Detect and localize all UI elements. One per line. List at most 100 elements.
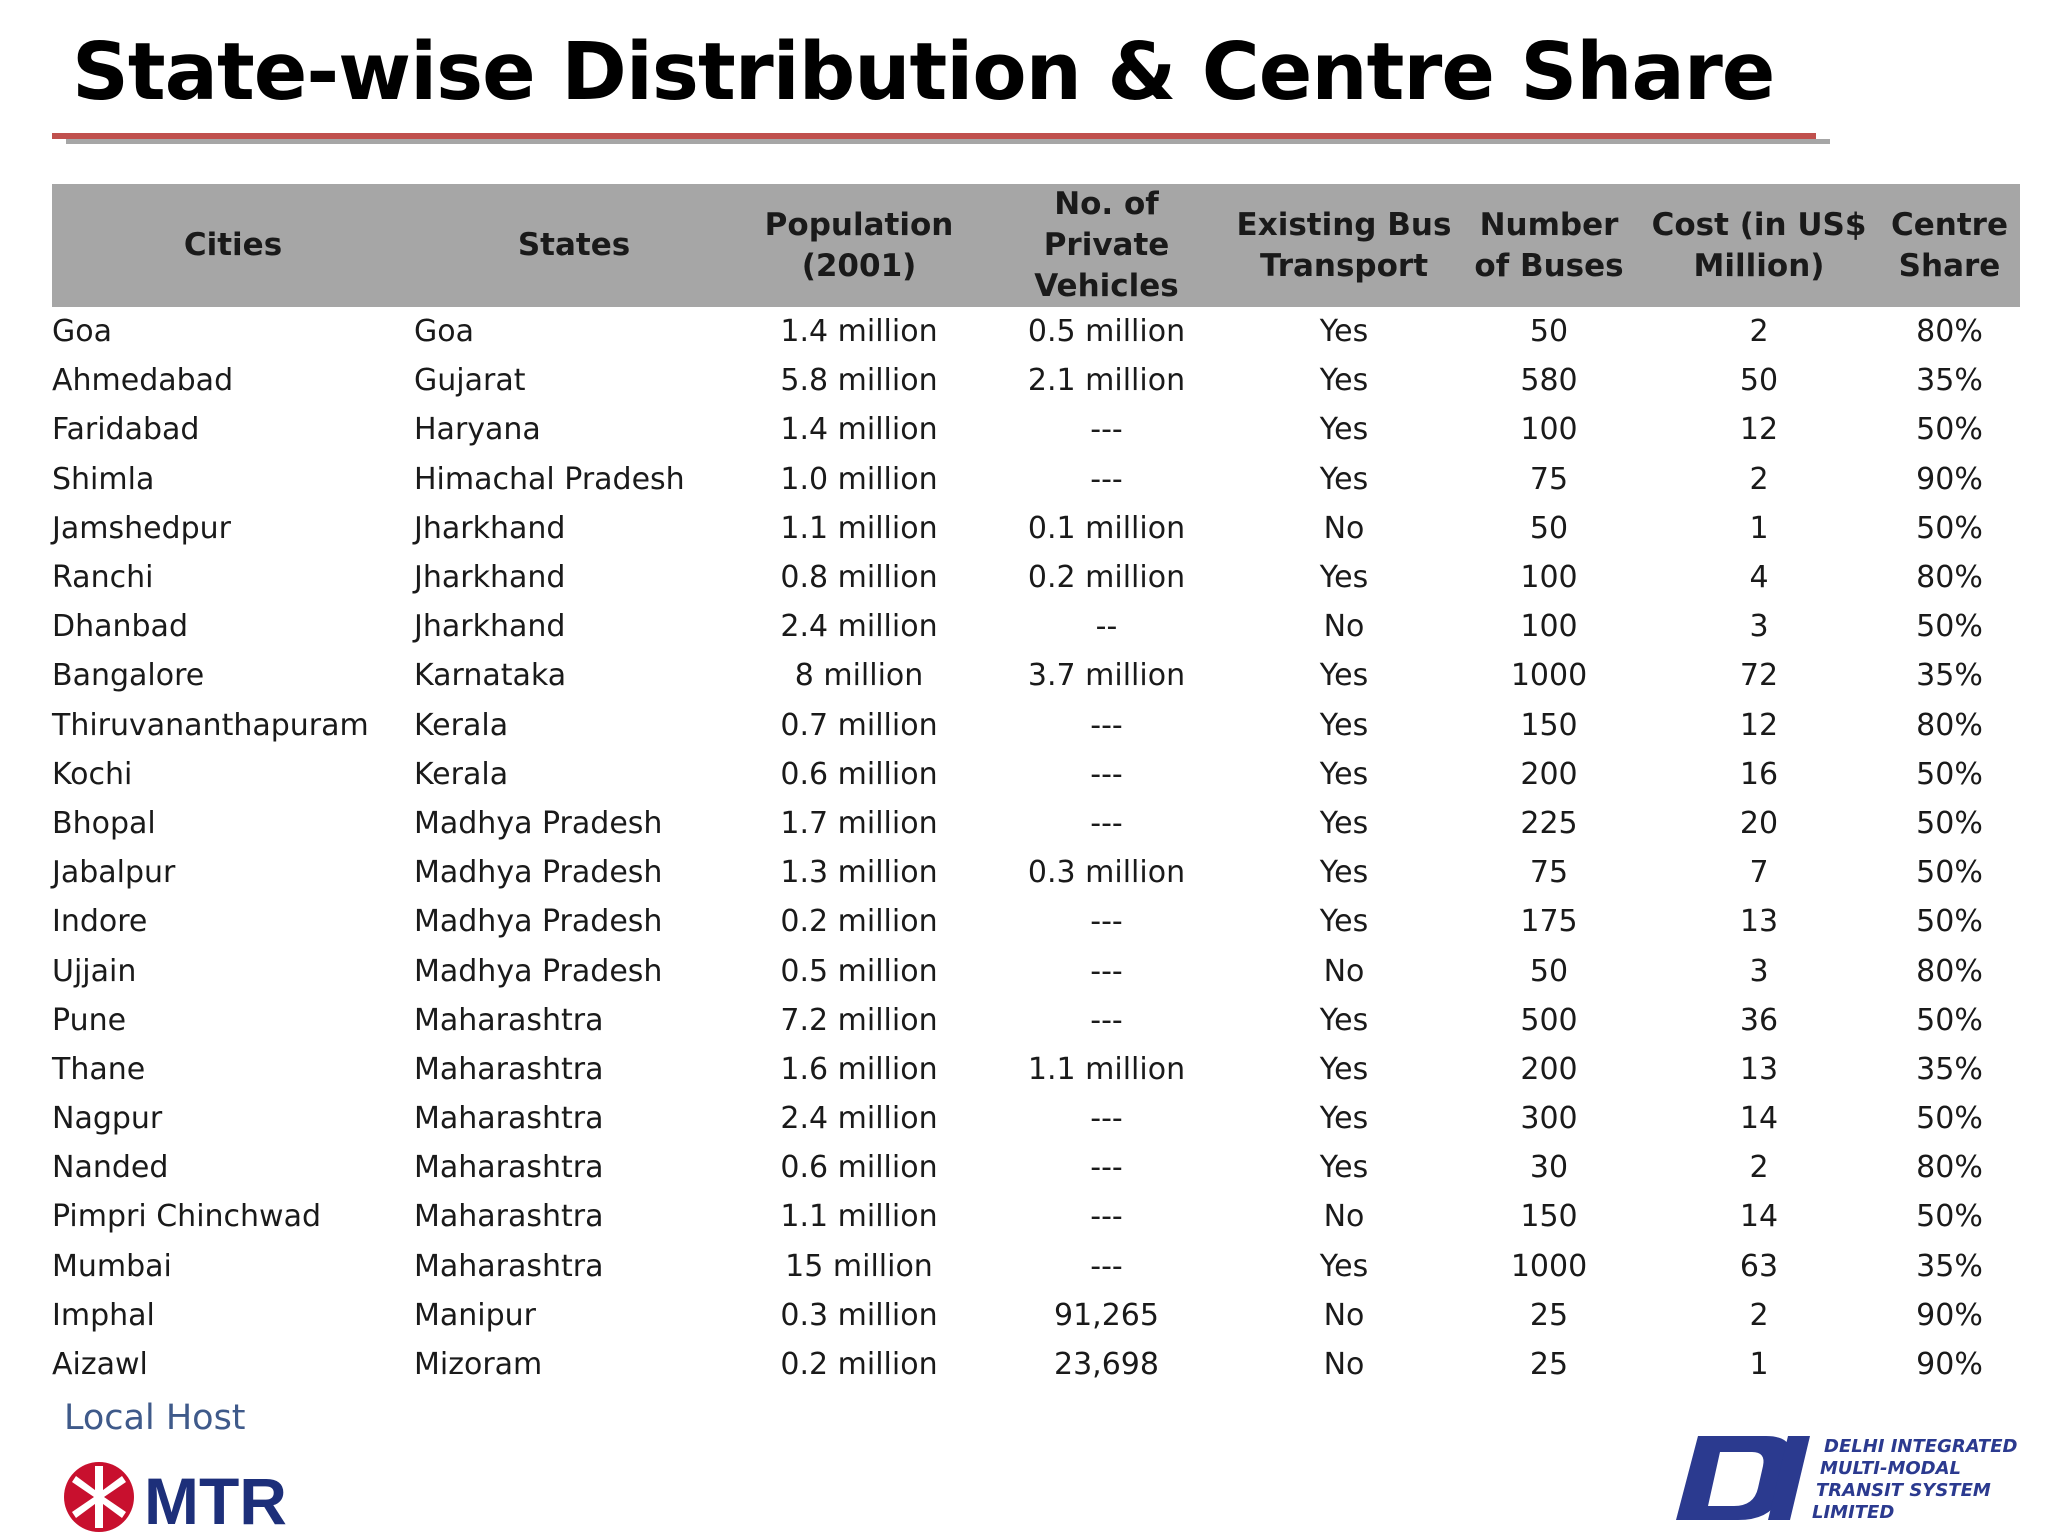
centre-share-cell: 50% [1916,855,1983,891]
city-cell: Bangalore [52,658,205,694]
state-cell: Maharashtra [414,1002,604,1038]
private-vehicles-cell: 2.1 million [1027,363,1186,399]
population-cell: 0.6 million [780,756,938,792]
bus-transport-cell: Yes [1319,1002,1369,1038]
table-row: Jamshedpur Jharkhand 1.1 million 0.1 millio… [52,504,2020,553]
centre-share-cell: 80% [1916,1150,1983,1186]
bus-transport-cell: No [1323,1199,1365,1235]
cost-cell: 2 [1749,314,1769,350]
city-cell: Mumbai [52,1248,172,1284]
number-of-buses-cell: 200 [1520,1051,1578,1087]
centre-share-cell: 35% [1916,363,1983,399]
population-cell: 0.2 million [780,904,938,940]
centre-share-cell: 50% [1916,756,1983,792]
state-cell: Kerala [414,756,509,792]
centre-share-cell: 50% [1916,805,1983,841]
private-vehicles-cell: 0.3 million [1027,855,1186,891]
city-cell: Ranchi [52,560,154,596]
table-row: Ujjain Madhya Pradesh 0.5 million --- No 50 3 8… [52,946,2020,995]
cost-cell: 3 [1749,609,1769,645]
dimts-logo-d-inner [1708,1452,1764,1506]
header-cost: Cost (in US$ Million) [1651,206,1867,284]
distribution-table: Cities States Population (2001) No. of P… [52,184,2020,1389]
population-cell: 1.4 million [780,412,938,448]
header-centre-share: Centre Share [1891,206,2008,284]
city-cell: Pimpri Chinchwad [52,1199,322,1235]
cost-cell: 2 [1749,1297,1769,1333]
mtr-logo-mark [72,1466,126,1528]
centre-share-cell: 50% [1916,609,1983,645]
table-row: Faridabad Haryana 1.4 million --- Yes 100 12 50… [52,405,2020,454]
cost-cell: 20 [1739,805,1779,841]
city-cell: Faridabad [52,412,200,448]
population-cell: 7.2 million [780,1002,938,1038]
private-vehicles-cell: 23,698 [1054,1347,1159,1383]
cost-cell: 1 [1749,510,1769,546]
state-cell: Jharkhand [414,609,566,645]
number-of-buses-cell: 200 [1520,756,1578,792]
cost-cell: 14 [1739,1101,1779,1137]
number-of-buses-cell: 225 [1520,805,1578,841]
state-cell: Mizoram [414,1347,543,1383]
state-cell: Karnataka [414,658,567,694]
local-host-label: Local Host [64,1398,246,1438]
table-row: Shimla Himachal Pradesh 1.0 million --- Yes 7… [52,455,2020,504]
cost-cell: 1 [1749,1347,1769,1383]
state-cell: Gujarat [414,363,526,399]
dimts-line-1: DELHI INTEGRATED [1824,1436,2017,1457]
centre-share-cell: 80% [1916,707,1983,743]
population-cell: 2.4 million [780,609,938,645]
private-vehicles-cell: 91,265 [1054,1297,1159,1333]
mtr-logo-text: MTR [144,1464,287,1534]
cost-cell: 50 [1739,363,1779,399]
header-private-vehicles: No. of Private Vehicles [1034,186,1179,304]
population-cell: 1.4 million [780,314,938,350]
cost-cell: 12 [1739,412,1779,448]
private-vehicles-cell: 0.5 million [1027,314,1186,350]
number-of-buses-cell: 150 [1520,707,1578,743]
cost-cell: 2 [1749,461,1769,497]
private-vehicles-cell: 0.1 million [1027,510,1186,546]
population-cell: 5.8 million [780,363,938,399]
state-cell: Maharashtra [414,1199,604,1235]
number-of-buses-cell: 500 [1520,1002,1578,1038]
bus-transport-cell: Yes [1319,363,1369,399]
centre-share-cell: 90% [1916,1347,1983,1383]
table-row: Dhanbad Jharkhand 2.4 million -- No 100 3 50% [52,602,2020,651]
centre-share-cell: 90% [1916,461,1983,497]
bus-transport-cell: Yes [1319,1101,1369,1137]
state-cell: Madhya Pradesh [414,904,663,940]
bus-transport-cell: Yes [1319,1150,1369,1186]
centre-share-cell: 50% [1916,412,1983,448]
header-states: States [517,227,631,263]
number-of-buses-cell: 50 [1529,314,1569,350]
centre-share-cell: 80% [1916,953,1983,989]
number-of-buses-cell: 100 [1520,560,1578,596]
number-of-buses-cell: 25 [1529,1347,1569,1383]
title-rule-red [52,133,1816,139]
mtr-logo-icon: MTR [64,1462,287,1534]
table-row: Nagpur Maharashtra 2.4 million --- Yes 300 14 5… [52,1094,2020,1143]
cost-cell: 14 [1739,1199,1779,1235]
city-cell: Shimla [52,461,155,497]
number-of-buses-cell: 25 [1529,1297,1569,1333]
table-row: Ahmedabad Gujarat 5.8 million 2.1 million Ye… [52,356,2020,405]
private-vehicles-cell: --- [1090,953,1123,989]
bus-transport-cell: Yes [1319,461,1369,497]
table-row: Bangalore Karnataka 8 million 3.7 million Ye… [52,651,2020,700]
state-cell: Goa [414,314,474,350]
population-cell: 0.7 million [780,707,938,743]
centre-share-cell: 90% [1916,1297,1983,1333]
number-of-buses-cell: 50 [1529,953,1569,989]
bus-transport-cell: Yes [1319,314,1369,350]
cost-cell: 2 [1749,1150,1769,1186]
table-row: Imphal Manipur 0.3 million 91,265 No 25 2 90% [52,1291,2020,1340]
bus-transport-cell: Yes [1319,904,1369,940]
city-cell: Ahmedabad [52,363,234,399]
header-number-of-buses: Number of Buses [1474,206,1624,284]
number-of-buses-cell: 580 [1520,363,1578,399]
private-vehicles-cell: 3.7 million [1027,658,1186,694]
centre-share-cell: 50% [1916,1199,1983,1235]
private-vehicles-cell: --- [1090,1002,1123,1038]
city-cell: Nagpur [52,1101,163,1137]
